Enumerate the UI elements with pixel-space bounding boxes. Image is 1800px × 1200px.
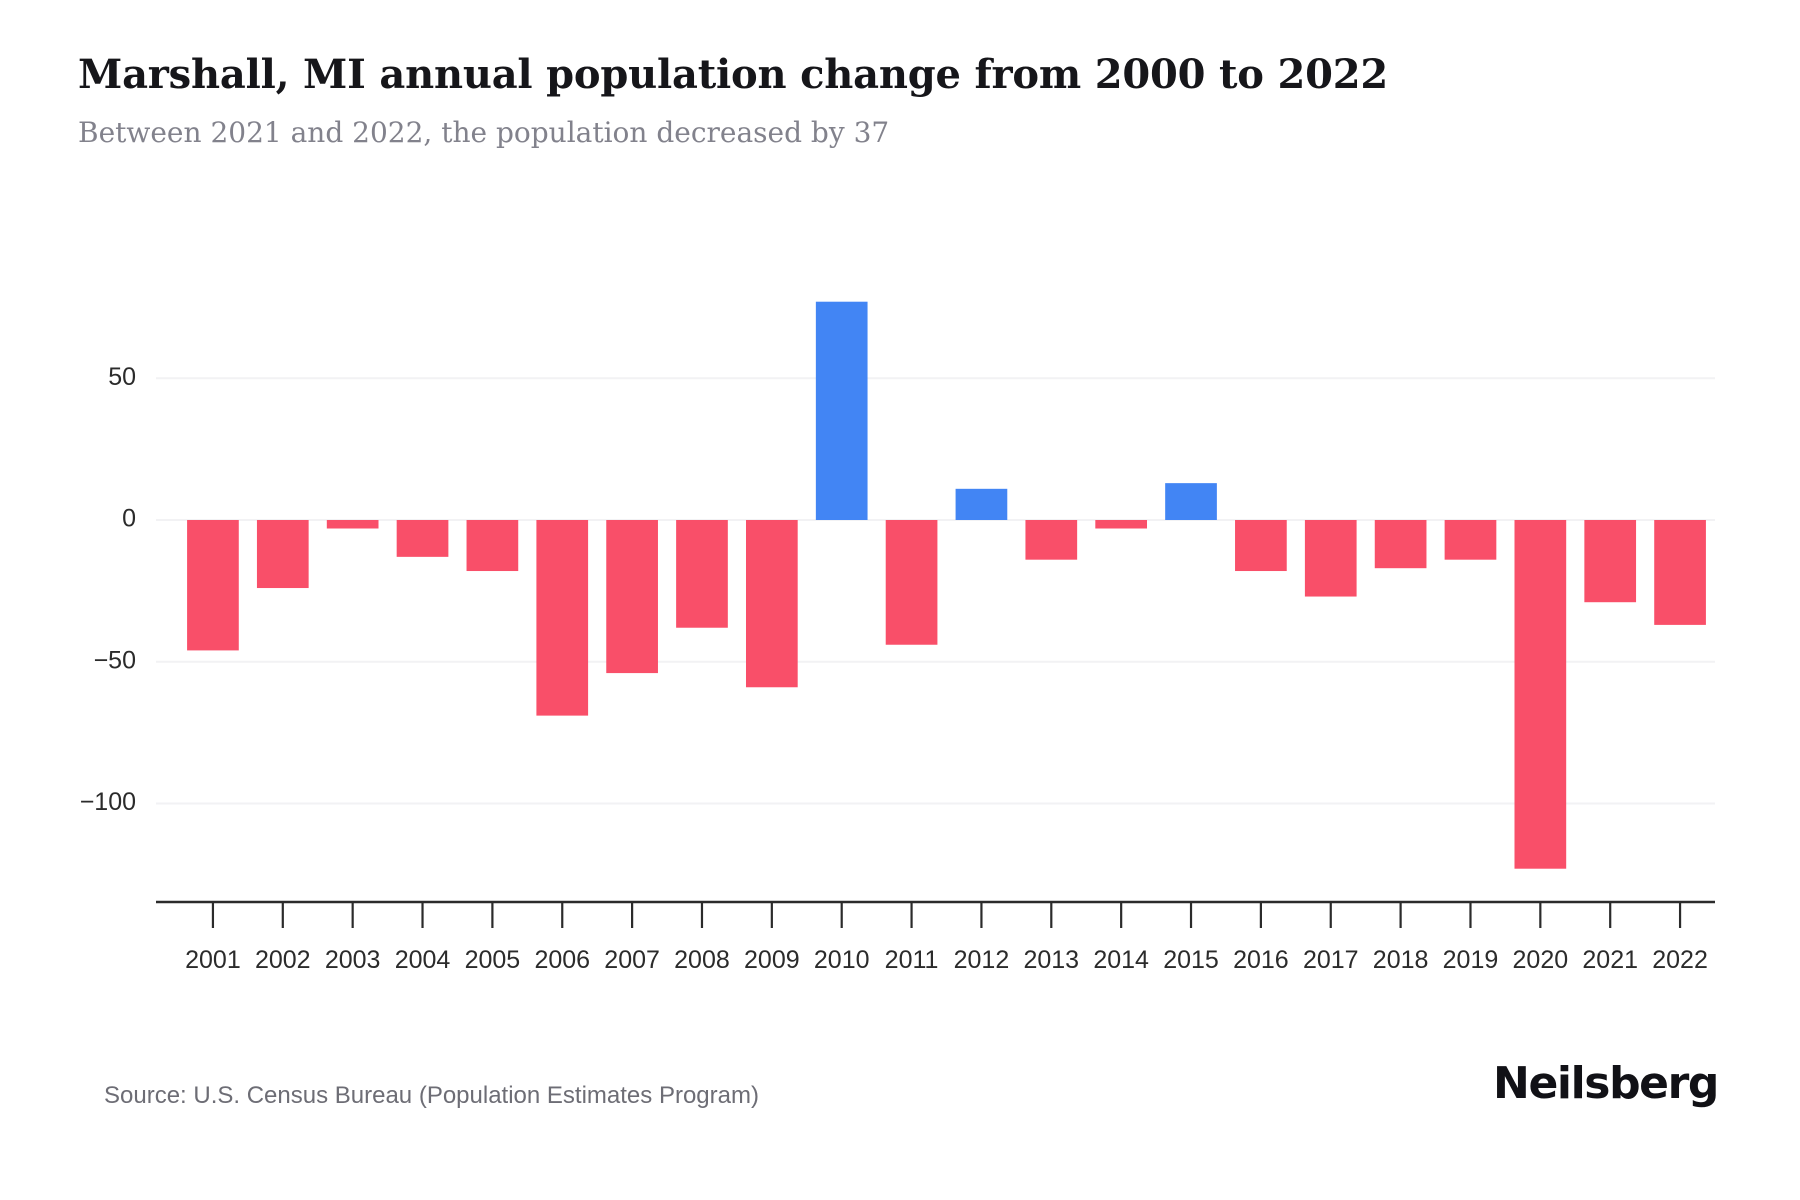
brand-logo: Neilsberg — [1493, 1058, 1719, 1109]
x-axis-tick-label-2002: 2002 — [255, 946, 311, 974]
bar-2010[interactable] — [815, 301, 868, 520]
x-axis-tick-label-2006: 2006 — [534, 946, 590, 974]
x-axis-tick-label-2012: 2012 — [954, 946, 1010, 974]
x-axis-tick-label-2022: 2022 — [1652, 946, 1708, 974]
y-axis-tick-label: 0 — [122, 505, 136, 533]
bar-2012[interactable] — [955, 488, 1008, 520]
bar-2011[interactable] — [885, 520, 938, 645]
x-axis-tick-label-2009: 2009 — [744, 946, 800, 974]
y-axis-tick-label: 50 — [108, 363, 136, 391]
x-axis-tick-label-2021: 2021 — [1582, 946, 1638, 974]
bar-2013[interactable] — [1025, 520, 1078, 560]
bar-2008[interactable] — [676, 520, 728, 628]
x-axis-tick-label-2011: 2011 — [885, 946, 939, 974]
x-axis-tick-label-2007: 2007 — [604, 946, 660, 974]
x-axis-tick-label-2010: 2010 — [814, 946, 870, 974]
bar-2009[interactable] — [745, 520, 798, 688]
y-axis-tick-label: −50 — [94, 646, 136, 674]
bar-2021[interactable] — [1584, 520, 1637, 603]
page-title: Marshall, MI annual population change fr… — [78, 51, 1388, 98]
bar-2007[interactable] — [606, 520, 658, 674]
bar-2022[interactable] — [1654, 520, 1706, 625]
y-axis-tick-label: −100 — [80, 788, 136, 816]
bar-2001[interactable] — [187, 520, 239, 651]
x-axis-tick-label-2005: 2005 — [465, 946, 521, 974]
x-axis-tick-label-2015: 2015 — [1163, 946, 1219, 974]
x-axis-tick-label-2017: 2017 — [1303, 946, 1359, 974]
bar-2015[interactable] — [1165, 483, 1217, 520]
bar-2017[interactable] — [1304, 520, 1357, 597]
bar-2002[interactable] — [256, 520, 309, 589]
x-axis-tick-label-2001: 2001 — [185, 946, 241, 974]
x-axis-tick-label-2016: 2016 — [1233, 946, 1289, 974]
bar-2020[interactable] — [1514, 520, 1567, 869]
chart-subtitle: Between 2021 and 2022, the population de… — [78, 116, 890, 149]
bar-2016[interactable] — [1235, 520, 1287, 572]
bar-2003[interactable] — [326, 520, 379, 529]
x-axis-tick-label-2019: 2019 — [1443, 946, 1499, 974]
x-axis-tick-label-2013: 2013 — [1023, 946, 1079, 974]
chart-header: Marshall, MI annual population change fr… — [78, 52, 1718, 150]
bar-2005[interactable] — [466, 520, 519, 572]
x-axis-tick-label-2008: 2008 — [674, 946, 730, 974]
bar-2004[interactable] — [396, 520, 449, 557]
x-axis-tick-label-2018: 2018 — [1373, 946, 1429, 974]
x-axis-tick-label-2003: 2003 — [325, 946, 381, 974]
source-note: Source: U.S. Census Bureau (Population E… — [104, 1082, 759, 1109]
x-axis-tick-label-2020: 2020 — [1513, 946, 1569, 974]
bar-2006[interactable] — [536, 520, 589, 716]
x-axis-tick-label-2014: 2014 — [1093, 946, 1149, 974]
bar-2019[interactable] — [1444, 520, 1497, 560]
x-axis-tick-label-2004: 2004 — [395, 946, 451, 974]
bar-2014[interactable] — [1095, 520, 1148, 529]
bar-2018[interactable] — [1374, 520, 1427, 569]
